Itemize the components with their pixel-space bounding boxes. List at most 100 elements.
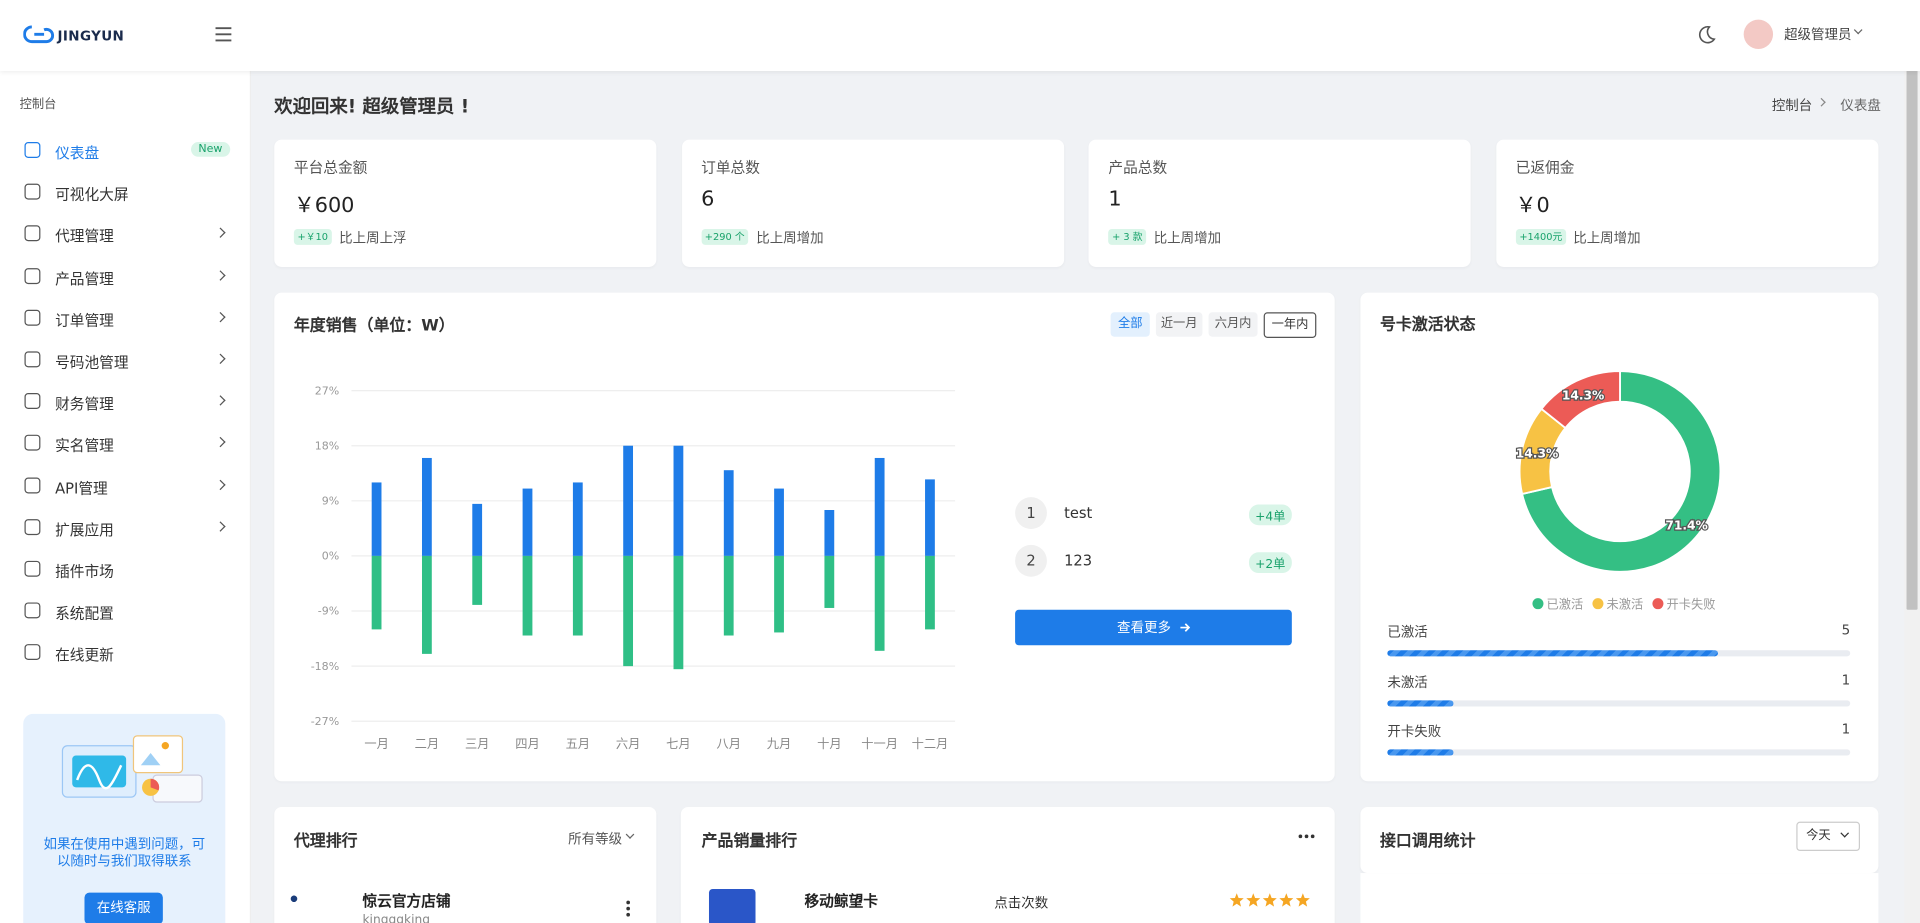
menu-item[interactable]: 系统配置 <box>0 593 250 630</box>
filter-button[interactable]: 六月内 <box>1208 312 1258 337</box>
header: JINGYUN 超级管理员 <box>0 0 1920 72</box>
menu-label: 仪表盘 <box>55 144 100 162</box>
page-title: 欢迎回来! 超级管理员 ! <box>274 95 470 118</box>
filter-button[interactable]: 近一月 <box>1155 312 1203 337</box>
menu-icon <box>24 267 41 284</box>
breadcrumb-item: 仪表盘 <box>1840 97 1881 114</box>
menu-label: 产品管理 <box>55 270 114 288</box>
progress-bar <box>1387 699 1454 706</box>
rank-name: test <box>1064 504 1093 522</box>
breadcrumb-item[interactable]: 控制台 <box>1771 97 1813 114</box>
stat-note: 比上周增加 <box>756 230 824 247</box>
level-filter[interactable]: 所有等级 <box>568 831 623 848</box>
rank-badge: +4单 <box>1248 504 1292 526</box>
menu-chevron <box>215 437 226 448</box>
user-caret <box>1853 25 1863 35</box>
menu-chevron <box>215 227 226 239</box>
menu-chevron <box>215 479 226 490</box>
stat-card: 订单总数 6 +290 个比上周增加 <box>681 139 1064 267</box>
rating <box>1229 893 1310 907</box>
rank-badge: +2单 <box>1248 552 1292 574</box>
menu-label: 可视化大屏 <box>55 186 129 204</box>
agent-rank-card <box>274 806 657 923</box>
more-menu[interactable] <box>1298 834 1315 839</box>
menu-item[interactable]: 产品管理 <box>0 258 250 295</box>
progress-bar <box>1387 650 1718 657</box>
star <box>1295 893 1310 907</box>
stat-card: 产品总数 1 + 3 款比上周增加 <box>1088 139 1471 267</box>
menu-icon <box>24 309 41 326</box>
stat-label: 平台总金额 <box>293 159 368 177</box>
menu-icon <box>24 518 41 535</box>
sidebar-section: 控制台 <box>19 97 57 112</box>
stat-badge: +290 个 <box>701 228 749 245</box>
help-card: 如果在使用中遇到问题，可以随时与我们取得联系 在线客服 <box>23 713 226 923</box>
help-button[interactable]: 在线客服 <box>84 892 163 923</box>
menu-label: 实名管理 <box>55 437 114 455</box>
menu-label: 财务管理 <box>55 395 114 413</box>
card-title: 号卡激活状态 <box>1380 315 1476 335</box>
stat-value: ￥600 <box>293 193 355 218</box>
menu-item[interactable]: 扩展应用 <box>0 509 250 546</box>
range-select[interactable]: 今天 <box>1796 821 1861 852</box>
theme-toggle[interactable] <box>1697 25 1716 44</box>
menu-icon <box>24 351 41 368</box>
menu-icon <box>24 644 41 661</box>
progress-bar <box>1387 749 1454 756</box>
menu-item[interactable]: 号码池管理 <box>0 342 250 379</box>
menu-item[interactable]: 订单管理 <box>0 300 250 337</box>
stat-badge: +￥10 <box>293 228 332 245</box>
card-title: 年度销售（单位：W） <box>293 317 455 336</box>
user-name[interactable]: 超级管理员 <box>1784 26 1852 43</box>
product-image <box>708 888 756 923</box>
menu-badge: New <box>191 142 230 157</box>
agent-sub: kingqqking <box>362 913 431 923</box>
api-stats-card <box>1360 806 1879 874</box>
scrollbar-thumb[interactable] <box>1906 17 1918 610</box>
menu-item[interactable]: 财务管理 <box>0 383 250 420</box>
more-menu[interactable] <box>624 900 631 920</box>
arrow-icon <box>1180 623 1190 632</box>
menu-chevron <box>215 395 226 406</box>
menu-label: 扩展应用 <box>55 521 114 539</box>
stat-badge: +1400元 <box>1515 228 1566 245</box>
stat-note: 比上周上浮 <box>339 230 407 247</box>
product-rank-card <box>680 806 1335 923</box>
more-button-text: 查看更多 <box>1117 619 1171 636</box>
stat-note: 比上周增加 <box>1153 230 1222 247</box>
menu-item[interactable]: 可视化大屏 <box>0 174 250 211</box>
filter-button[interactable]: 一年内 <box>1263 312 1317 338</box>
progress-value: 1 <box>1841 721 1851 738</box>
stat-badge: + 3 款 <box>1108 228 1147 245</box>
menu-item[interactable]: 代理管理 <box>0 216 250 253</box>
activation-card <box>1360 292 1879 782</box>
help-illustration <box>61 735 203 803</box>
menu-item[interactable]: 实名管理 <box>0 425 250 462</box>
menu-icon <box>24 183 41 200</box>
star <box>1279 893 1294 907</box>
avatar[interactable] <box>1743 19 1774 49</box>
more-button[interactable]: 查看更多 <box>1015 609 1292 646</box>
menu-label: 订单管理 <box>55 311 114 330</box>
api-stats-body <box>1360 873 1879 923</box>
menu-icon <box>24 435 41 452</box>
menu-item[interactable]: 在线更新 <box>0 635 250 672</box>
menu-item[interactable]: 插件市场 <box>0 551 250 588</box>
stat-card: 已返佣金 ￥0 +1400元 比上周增加 <box>1496 139 1879 267</box>
range-select-text: 今天 <box>1806 828 1831 843</box>
star <box>1229 893 1244 907</box>
menu-chevron <box>215 311 226 323</box>
progress-value: 5 <box>1841 622 1851 638</box>
menu-item[interactable]: 仪表盘 New <box>0 132 250 169</box>
filter-button[interactable]: 全部 <box>1110 312 1150 337</box>
menu-label: API管理 <box>55 479 108 497</box>
menu-item[interactable]: API管理 <box>0 467 250 504</box>
help-text: 如果在使用中遇到问题，可以随时与我们取得联系 <box>43 836 206 870</box>
menu-label: 代理管理 <box>55 228 114 246</box>
menu-toggle[interactable] <box>215 27 232 42</box>
shop-logo: ● <box>290 893 298 904</box>
stat-value: 1 <box>1108 187 1122 212</box>
menu-label: 在线更新 <box>55 647 114 665</box>
logo-text: JINGYUN <box>57 28 125 45</box>
